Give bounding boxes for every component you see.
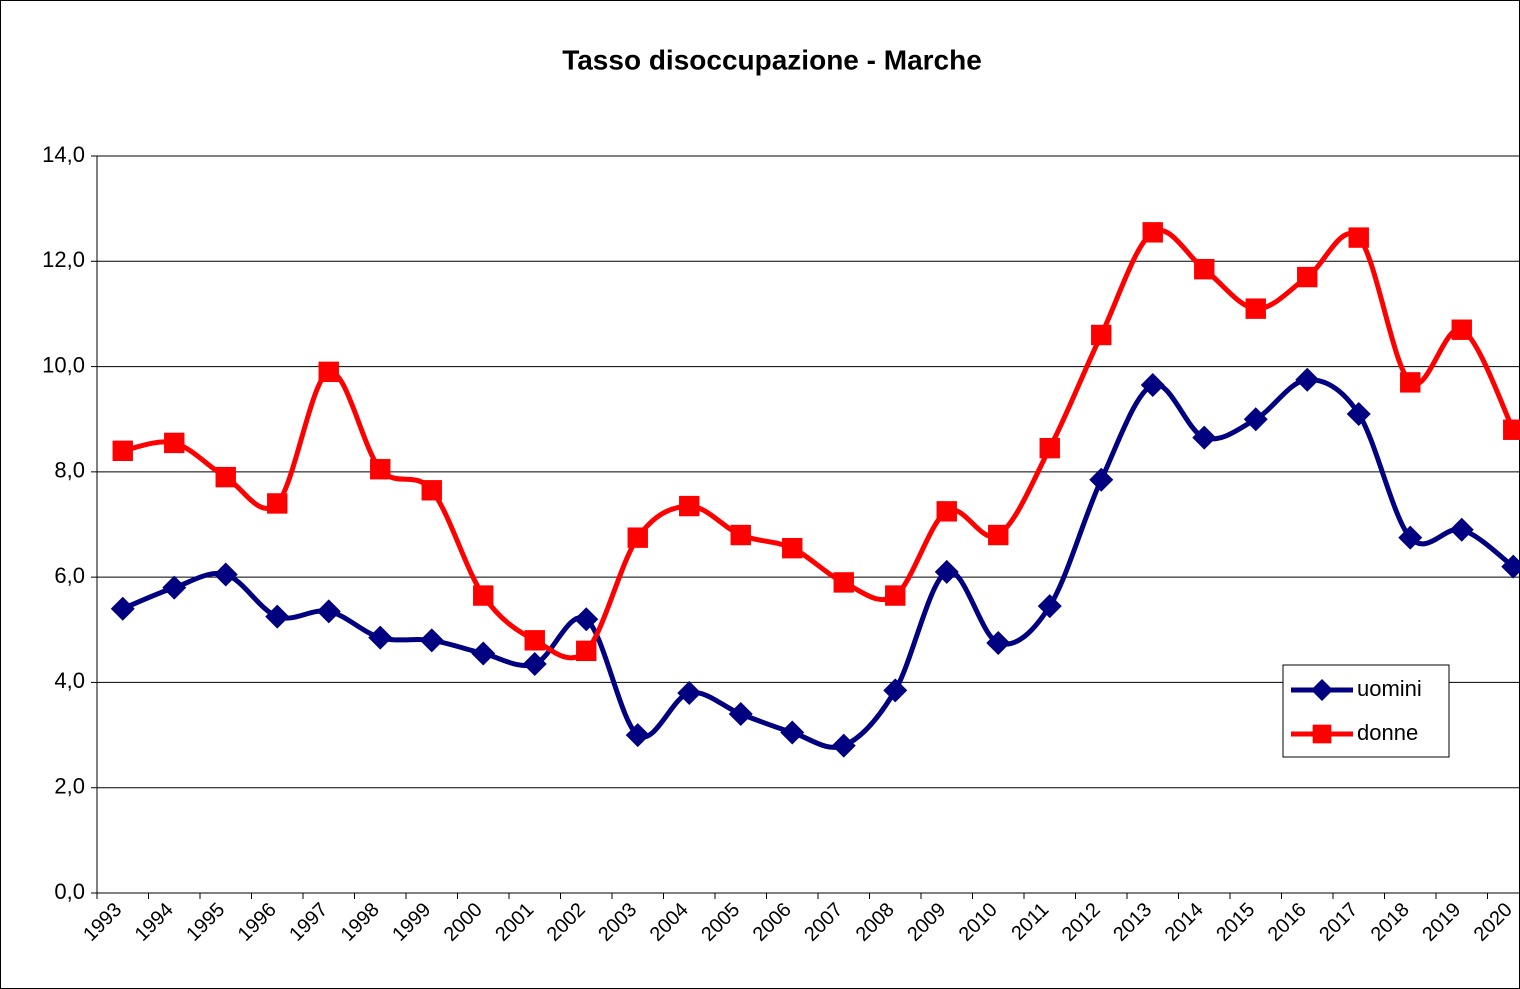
marker <box>1400 372 1421 393</box>
marker <box>164 432 185 454</box>
marker <box>1140 372 1165 397</box>
marker <box>368 625 393 650</box>
marker <box>110 596 135 621</box>
marker <box>679 495 700 517</box>
marker <box>677 680 702 705</box>
marker <box>318 361 339 383</box>
marker <box>576 640 597 662</box>
marker <box>112 440 133 461</box>
y-tick-label: 2,0 <box>54 774 85 799</box>
marker <box>574 607 599 632</box>
marker <box>780 720 805 745</box>
marker <box>730 524 751 546</box>
marker <box>1297 266 1318 288</box>
marker <box>419 628 444 653</box>
marker <box>213 562 238 587</box>
y-tick-label: 6,0 <box>54 563 85 588</box>
marker <box>988 524 1009 546</box>
marker <box>1295 367 1320 392</box>
marker <box>522 652 547 677</box>
marker <box>473 585 494 606</box>
marker <box>524 630 545 651</box>
marker <box>215 466 236 488</box>
marker <box>1451 319 1472 340</box>
marker <box>936 501 957 522</box>
marker <box>883 678 908 703</box>
marker <box>1346 401 1371 426</box>
legend-label: uomini <box>1357 676 1422 701</box>
y-tick-label: 14,0 <box>42 142 85 167</box>
marker <box>728 702 753 727</box>
marker <box>471 641 496 666</box>
marker <box>1037 594 1062 619</box>
marker <box>833 572 854 593</box>
y-tick-label: 12,0 <box>42 247 85 272</box>
marker <box>1091 324 1112 346</box>
marker <box>1348 227 1369 248</box>
y-tick-label: 4,0 <box>54 668 85 693</box>
y-tick-label: 0,0 <box>54 879 85 904</box>
marker <box>1398 525 1423 550</box>
marker <box>1449 517 1474 542</box>
marker <box>1089 467 1114 492</box>
chart-title: Tasso disoccupazione - Marche <box>562 44 982 75</box>
legend-marker <box>1311 679 1333 701</box>
marker <box>265 604 290 629</box>
marker <box>831 733 856 758</box>
marker <box>1503 419 1520 440</box>
marker <box>627 527 648 548</box>
marker <box>1243 407 1268 432</box>
marker <box>316 599 341 624</box>
marker <box>934 559 959 584</box>
marker <box>1192 425 1217 450</box>
marker <box>1039 437 1060 459</box>
legend-box <box>1282 664 1450 758</box>
marker <box>162 575 187 600</box>
marker <box>1501 554 1520 579</box>
y-tick-label: 8,0 <box>54 458 85 483</box>
marker <box>1245 298 1266 319</box>
marker <box>782 537 803 559</box>
marker <box>1142 222 1163 243</box>
marker <box>370 459 391 480</box>
y-tick-label: 10,0 <box>42 352 85 377</box>
marker <box>986 630 1011 655</box>
marker <box>885 585 906 606</box>
marker <box>267 493 288 514</box>
legend-marker <box>1312 724 1332 744</box>
marker <box>1194 258 1215 280</box>
marker <box>421 480 442 501</box>
marker <box>625 723 650 748</box>
legend-label: donne <box>1357 720 1418 745</box>
